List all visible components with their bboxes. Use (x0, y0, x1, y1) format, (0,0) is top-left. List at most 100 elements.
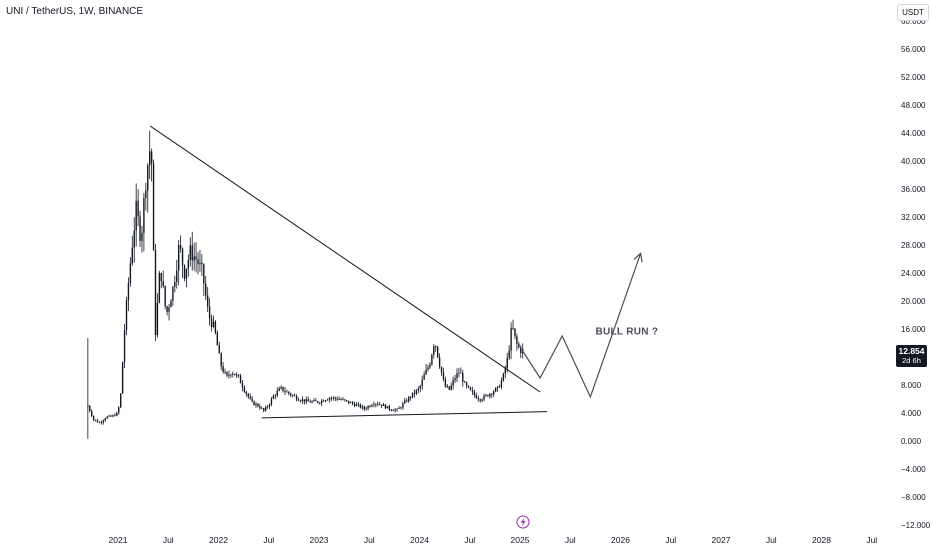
candle[interactable] (473, 389, 476, 398)
candle[interactable] (272, 394, 275, 400)
candle[interactable] (259, 403, 261, 410)
candle[interactable] (118, 406, 120, 415)
candle[interactable] (313, 398, 315, 402)
candle[interactable] (92, 415, 95, 422)
candle[interactable] (191, 231, 193, 271)
candle[interactable] (450, 382, 452, 391)
candle[interactable] (181, 247, 184, 279)
candle[interactable] (438, 353, 441, 369)
candle[interactable] (276, 387, 278, 398)
candle[interactable] (216, 330, 219, 346)
candle[interactable] (342, 397, 344, 401)
candle[interactable] (394, 407, 396, 413)
candle[interactable] (440, 366, 443, 376)
candle[interactable] (199, 249, 201, 272)
candle[interactable] (415, 389, 418, 396)
candle[interactable] (386, 406, 389, 409)
candle[interactable] (112, 414, 114, 418)
candle[interactable] (234, 373, 236, 376)
candle[interactable] (89, 404, 91, 413)
candle[interactable] (162, 270, 164, 288)
candle[interactable] (311, 400, 313, 404)
candle[interactable] (257, 402, 259, 408)
candle[interactable] (174, 275, 176, 293)
candle[interactable] (290, 392, 292, 398)
candle[interactable] (349, 401, 352, 404)
candle[interactable] (475, 392, 478, 399)
candle[interactable] (102, 419, 105, 425)
candle[interactable] (166, 305, 168, 316)
candle[interactable] (489, 392, 491, 399)
candle[interactable] (172, 285, 174, 306)
candle[interactable] (431, 353, 433, 366)
candle[interactable] (498, 384, 501, 388)
currency-selector[interactable]: USDT (897, 4, 929, 21)
candle[interactable] (380, 404, 383, 409)
candle[interactable] (487, 394, 489, 397)
candle[interactable] (336, 396, 338, 402)
candle[interactable] (108, 414, 110, 418)
candle[interactable] (500, 377, 503, 390)
candle[interactable] (406, 398, 408, 403)
candle[interactable] (516, 333, 518, 351)
candle[interactable] (106, 416, 108, 419)
candle[interactable] (485, 393, 487, 397)
candle[interactable] (94, 419, 97, 422)
candle[interactable] (369, 404, 371, 408)
projection-path[interactable] (521, 253, 642, 399)
candle[interactable] (183, 264, 186, 282)
candle[interactable] (274, 394, 277, 400)
candle[interactable] (131, 235, 134, 266)
candle[interactable] (226, 371, 228, 378)
candle[interactable] (288, 391, 290, 396)
candle[interactable] (332, 396, 335, 401)
candle[interactable] (315, 397, 317, 402)
candle[interactable] (147, 163, 149, 213)
candle[interactable] (170, 299, 172, 308)
candle[interactable] (321, 398, 323, 407)
candle[interactable] (518, 341, 520, 349)
candle[interactable] (261, 406, 263, 409)
candle[interactable] (510, 322, 512, 360)
candle[interactable] (404, 397, 406, 405)
candle[interactable] (471, 386, 474, 395)
candle[interactable] (388, 404, 391, 412)
candle[interactable] (359, 403, 362, 409)
candle[interactable] (270, 397, 273, 407)
candle[interactable] (481, 398, 483, 403)
candle[interactable] (235, 372, 238, 379)
candle[interactable] (508, 345, 510, 361)
candle[interactable] (351, 400, 354, 406)
candle[interactable] (114, 413, 116, 417)
candle[interactable] (282, 386, 284, 393)
candle[interactable] (328, 396, 331, 403)
candle[interactable] (243, 385, 246, 393)
candle[interactable] (446, 384, 449, 388)
candle[interactable] (193, 242, 195, 271)
candle[interactable] (365, 406, 367, 411)
candle[interactable] (361, 404, 363, 410)
candle[interactable] (326, 398, 329, 401)
candle[interactable] (367, 405, 369, 411)
candle[interactable] (123, 324, 126, 369)
candle[interactable] (214, 320, 217, 335)
candle[interactable] (127, 277, 130, 312)
candle[interactable] (266, 404, 269, 409)
upper-trendline[interactable] (149, 125, 541, 393)
candle[interactable] (452, 376, 454, 390)
candle[interactable] (255, 402, 257, 408)
candle[interactable] (264, 405, 267, 412)
candle[interactable] (390, 408, 392, 412)
candle[interactable] (197, 252, 199, 275)
candle[interactable] (348, 400, 350, 405)
candle[interactable] (189, 237, 191, 267)
candle[interactable] (464, 380, 466, 383)
event-marker[interactable] (516, 515, 530, 529)
candle[interactable] (185, 268, 188, 288)
candle[interactable] (444, 376, 447, 388)
candle[interactable] (423, 371, 425, 380)
candle[interactable] (210, 314, 213, 332)
candle[interactable] (299, 399, 302, 403)
candle[interactable] (465, 381, 468, 389)
